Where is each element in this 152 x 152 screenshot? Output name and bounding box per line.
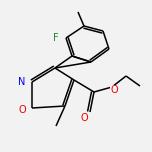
Text: N: N <box>18 77 26 87</box>
Text: O: O <box>80 113 88 123</box>
Text: O: O <box>18 105 26 115</box>
Text: O: O <box>110 85 118 95</box>
Text: F: F <box>53 33 59 43</box>
